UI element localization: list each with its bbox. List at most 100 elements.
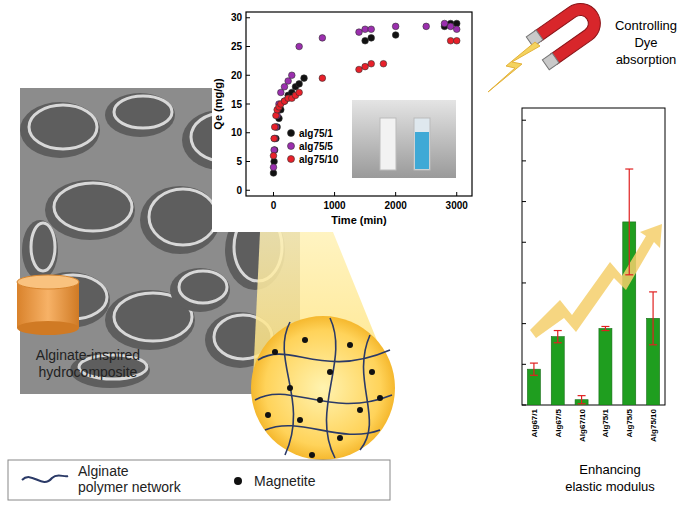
legend-strand xyxy=(22,475,68,482)
bar xyxy=(599,329,612,405)
error-bar xyxy=(601,326,609,330)
legend-marker xyxy=(288,156,295,163)
bar xyxy=(551,337,564,405)
error-stem xyxy=(652,292,653,345)
plot-frame xyxy=(522,108,665,405)
error-bar xyxy=(530,363,538,375)
sem-ridge xyxy=(29,105,97,149)
y-tick xyxy=(246,17,250,18)
legend-text: alg75/10 xyxy=(299,154,339,165)
scatter-point xyxy=(356,66,363,73)
x-tick xyxy=(395,192,396,196)
cylinder-bottom xyxy=(17,321,79,335)
error-stem xyxy=(557,331,558,343)
legend-dot xyxy=(234,477,242,485)
x-tick-label: Alg75/5 xyxy=(625,408,634,437)
scatter-point xyxy=(362,26,369,33)
x-tick-label: 1000 xyxy=(323,200,346,211)
scatter-point xyxy=(447,37,454,44)
error-bar xyxy=(625,169,633,275)
y-tick xyxy=(522,405,526,406)
y-tick-label: 25 xyxy=(231,41,243,52)
y-tick-label: 15 xyxy=(231,99,243,110)
error-cap xyxy=(601,326,609,327)
network-zoom xyxy=(251,316,395,460)
sem-pore xyxy=(45,180,135,240)
magnetite-particle xyxy=(287,385,293,391)
sem-ridge xyxy=(31,223,55,271)
chart-background xyxy=(212,0,478,232)
lightning-arrow xyxy=(488,42,540,92)
scatter-point xyxy=(362,37,369,44)
magnetite-particle xyxy=(272,349,278,355)
x-tick-label: Alg75/10 xyxy=(649,408,658,441)
x-tick xyxy=(334,192,335,196)
scatter-point xyxy=(380,60,387,67)
magnet-pole xyxy=(542,53,559,70)
y-axis-title: Qe (mg/g) xyxy=(212,78,224,130)
sem-pore xyxy=(140,186,220,254)
scatter-point xyxy=(368,35,375,42)
magnet xyxy=(526,0,608,70)
error-bar xyxy=(578,396,586,404)
scatter-point xyxy=(362,63,369,70)
scatter-point xyxy=(441,20,448,27)
y-tick xyxy=(522,120,526,121)
error-cap xyxy=(649,344,657,345)
diagram-legend: Alginatepolymer networkMagnetite xyxy=(8,460,390,500)
photo-background xyxy=(352,100,456,178)
sample-label: Alginate-inspired xyxy=(36,347,140,363)
legend-text: Alginate xyxy=(78,463,129,479)
scatter-point xyxy=(319,35,326,42)
error-cap xyxy=(625,168,633,169)
sem-pore xyxy=(22,220,58,280)
dye-solution xyxy=(415,132,429,169)
error-bar xyxy=(554,331,562,343)
magnet-label: absorption xyxy=(616,52,677,67)
bars xyxy=(527,222,662,405)
error-cap xyxy=(554,330,562,331)
scatter-point xyxy=(271,147,278,154)
scatter-point xyxy=(289,72,296,79)
y-tick xyxy=(522,364,526,365)
scatter-point xyxy=(453,37,460,44)
error-bars xyxy=(530,169,657,404)
scatter-point xyxy=(281,83,288,90)
error-stem xyxy=(629,169,630,275)
legend-text: polymer network xyxy=(78,479,182,495)
polymer-strand xyxy=(284,322,293,455)
scatter-point xyxy=(285,78,292,85)
x-tick-label: 3000 xyxy=(446,200,469,211)
sample-label: hydrocomposite xyxy=(39,364,138,380)
y-tick xyxy=(246,46,250,47)
magnetite-particle xyxy=(265,412,271,418)
scatter-point xyxy=(296,81,303,88)
polymer-strand xyxy=(255,394,392,403)
legend-box xyxy=(8,460,390,500)
scatter-point xyxy=(392,23,399,30)
scatter-points xyxy=(270,20,460,176)
y-tick xyxy=(522,160,526,161)
error-stem xyxy=(605,326,606,330)
canvas: Alginate-inspiredhydrocomposite Alginatep… xyxy=(0,0,685,509)
y-tick xyxy=(522,282,526,283)
x-tick-label: 2000 xyxy=(385,200,408,211)
scatter-point xyxy=(296,89,303,96)
x-tick xyxy=(456,192,457,196)
y-tick-label: 20 xyxy=(231,70,243,81)
scatter-point xyxy=(368,60,375,67)
y-tick xyxy=(522,323,526,324)
error-cap xyxy=(554,342,562,343)
magnetite-particle xyxy=(309,452,315,458)
scatter-point xyxy=(356,29,363,36)
y-tick xyxy=(522,242,526,243)
y-tick-label: 5 xyxy=(236,156,242,167)
scatter-point xyxy=(319,75,326,82)
sem-ridge xyxy=(54,183,132,231)
bar-caption: Enhancing xyxy=(579,462,640,477)
y-tick xyxy=(522,201,526,202)
magnetite-particle xyxy=(302,337,308,343)
error-cap xyxy=(578,395,586,396)
legend-text: alg75/5 xyxy=(299,141,333,152)
trend-arrow xyxy=(530,224,662,338)
